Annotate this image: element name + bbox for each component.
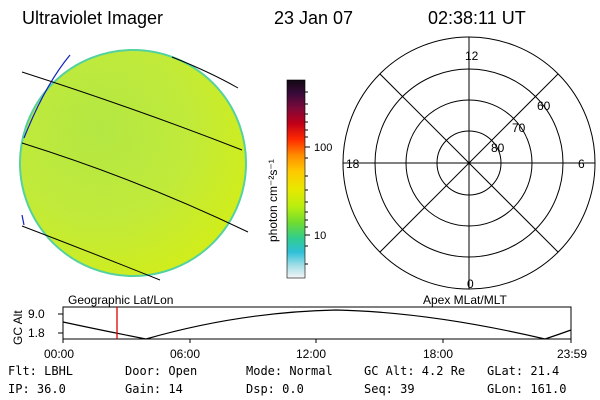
instrument-title: Ultraviolet Imager <box>22 8 164 28</box>
time-label: 02:38:11 UT <box>428 8 526 28</box>
ytick-1-8: 1.8 <box>28 326 45 340</box>
colorbar-tick-100: 100 <box>314 142 332 154</box>
colorbar: 100 10 photon cm⁻²s⁻¹ <box>266 79 332 279</box>
lat-label-80: 80 <box>491 141 505 155</box>
graticule-lines <box>21 56 249 281</box>
xtick-0600: 06:00 <box>170 347 200 361</box>
info-mode: Mode: Normal <box>246 364 333 378</box>
xtick-1800: 18:00 <box>423 347 453 361</box>
info-door: Door: Open <box>125 364 198 378</box>
timeline-axis-title: GC Alt <box>11 310 25 345</box>
info-gain: Gain: 14 <box>125 382 183 396</box>
xtick-1200: 12:00 <box>296 347 326 361</box>
info-gc-alt: GC Alt: 4.2 Re <box>364 364 466 378</box>
limb-arc-left-lower <box>21 214 25 226</box>
info-seq: Seq: 39 <box>364 382 415 396</box>
lat-label-70: 70 <box>512 121 526 135</box>
uv-earth-image <box>19 49 249 281</box>
colorbar-tick-10: 10 <box>314 230 326 242</box>
timeline-right-label: Apex MLat/MLT <box>423 293 507 307</box>
info-flt: Flt: LBHL <box>8 364 74 378</box>
timeline-x-ticks <box>62 339 572 343</box>
ytick-9: 9.0 <box>28 307 45 321</box>
timeline-y-ticks <box>58 313 63 334</box>
info-dsp: Dsp: 0.0 <box>246 382 304 396</box>
polar-plot <box>342 36 596 290</box>
limb-arc-left <box>23 54 71 139</box>
mlt-label-18: 18 <box>346 157 360 171</box>
lat-label-60: 60 <box>537 99 551 113</box>
timeline-frame <box>62 306 572 340</box>
info-glon: GLon: 161.0 <box>487 382 567 396</box>
xtick-2359: 23:59 <box>557 347 587 361</box>
colorbar-label: photon cm⁻²s⁻¹ <box>266 159 280 242</box>
info-ip: IP: 36.0 <box>8 382 66 396</box>
colorbar-ticks <box>305 91 310 265</box>
altitude-curve <box>62 309 572 340</box>
mlt-label-0: 0 <box>467 277 474 291</box>
mlt-label-6: 6 <box>578 157 585 171</box>
info-glat: GLat: 21.4 <box>487 364 560 378</box>
timeline-left-label: Geographic Lat/Lon <box>68 293 173 307</box>
mlt-label-12: 12 <box>465 49 479 63</box>
date-label: 23 Jan 07 <box>274 8 354 28</box>
xtick-0000: 00:00 <box>44 347 74 361</box>
